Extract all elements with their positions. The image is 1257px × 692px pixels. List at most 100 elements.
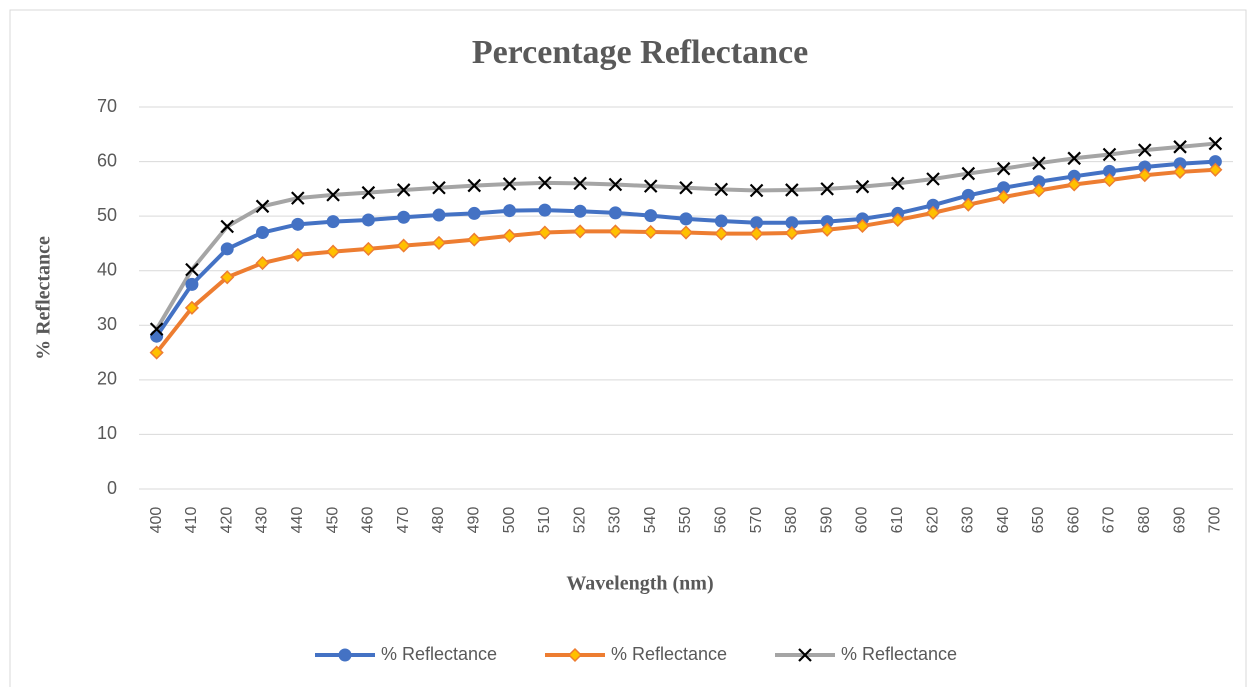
x-tick-label: 530 xyxy=(607,507,624,534)
marker xyxy=(432,180,446,195)
marker xyxy=(996,189,1011,205)
x-tick-label: 610 xyxy=(889,507,906,534)
chart-title: Percentage Reflectance xyxy=(472,34,808,71)
x-tick-label: 600 xyxy=(854,507,871,534)
x-tick-label: 550 xyxy=(677,507,694,534)
marker xyxy=(608,206,622,220)
legend-label: % Reflectance xyxy=(611,644,727,664)
marker xyxy=(467,178,482,193)
marker xyxy=(1137,168,1152,183)
marker xyxy=(749,226,764,241)
marker xyxy=(291,217,305,231)
marker xyxy=(890,212,905,228)
chart-border xyxy=(9,9,1247,691)
marker xyxy=(643,179,658,193)
marker xyxy=(185,262,199,277)
marker xyxy=(361,185,376,200)
marker xyxy=(502,228,517,243)
marker xyxy=(798,648,812,662)
x-tick-label: 670 xyxy=(1101,507,1118,534)
x-tick-label: 700 xyxy=(1207,507,1224,534)
marker xyxy=(820,222,835,237)
marker xyxy=(397,210,411,224)
marker xyxy=(220,270,235,285)
marker xyxy=(714,214,728,228)
marker xyxy=(714,182,729,197)
x-tick-label: 440 xyxy=(289,507,306,534)
marker xyxy=(567,647,583,663)
x-tick-label: 620 xyxy=(924,507,941,534)
marker xyxy=(149,322,164,336)
x-tick-label: 540 xyxy=(642,507,659,534)
marker xyxy=(679,212,693,226)
marker xyxy=(467,206,481,220)
marker xyxy=(396,183,411,197)
marker xyxy=(291,191,305,205)
legend-item: % Reflectance xyxy=(775,644,957,664)
marker xyxy=(855,218,870,234)
marker xyxy=(149,345,164,360)
marker xyxy=(573,204,587,218)
y-tick-label: 20 xyxy=(97,369,117,389)
marker xyxy=(679,180,693,195)
y-tick-label: 40 xyxy=(97,259,117,279)
marker xyxy=(326,188,340,202)
x-tick-label: 660 xyxy=(1065,507,1082,534)
marker xyxy=(431,235,447,250)
marker xyxy=(396,238,411,253)
marker xyxy=(220,242,234,256)
marker xyxy=(361,213,375,227)
marker xyxy=(573,176,587,191)
marker xyxy=(326,215,340,229)
x-tick-label: 410 xyxy=(183,507,200,534)
y-tick-label: 30 xyxy=(97,314,117,334)
marker xyxy=(996,161,1011,176)
marker xyxy=(1102,173,1117,188)
marker xyxy=(678,225,694,240)
marker xyxy=(1208,162,1223,177)
marker xyxy=(326,244,341,259)
x-tick-label: 570 xyxy=(748,507,765,534)
x-tick-label: 460 xyxy=(360,507,377,534)
y-axis-label: % Reflectance xyxy=(33,236,55,360)
x-tick-label: 500 xyxy=(501,507,518,534)
marker xyxy=(290,247,305,262)
x-tick-label: 690 xyxy=(1171,507,1188,534)
marker xyxy=(220,219,235,234)
marker xyxy=(1067,177,1082,192)
marker xyxy=(1173,140,1187,154)
marker xyxy=(961,197,976,212)
y-tick-label: 10 xyxy=(97,423,117,443)
marker xyxy=(255,199,270,214)
legend-item: % Reflectance xyxy=(315,644,497,664)
marker xyxy=(714,226,729,241)
marker xyxy=(644,209,658,223)
x-tick-label: 590 xyxy=(818,507,835,534)
x-tick-label: 450 xyxy=(324,507,341,534)
marker xyxy=(925,205,941,220)
x-tick-label: 640 xyxy=(995,507,1012,534)
marker xyxy=(855,179,870,194)
marker xyxy=(537,225,552,240)
marker xyxy=(538,176,552,190)
y-tick-label: 50 xyxy=(97,205,117,225)
y-tick-label: 70 xyxy=(97,96,117,116)
marker xyxy=(1032,156,1046,170)
x-tick-label: 480 xyxy=(430,507,447,534)
x-tick-label: 580 xyxy=(783,507,800,534)
marker xyxy=(1102,147,1117,162)
marker xyxy=(467,232,482,247)
marker xyxy=(361,241,376,256)
marker xyxy=(749,183,764,198)
marker xyxy=(784,225,799,241)
marker xyxy=(503,204,517,218)
marker xyxy=(1137,143,1152,157)
marker xyxy=(255,256,270,271)
marker xyxy=(785,183,799,197)
marker xyxy=(608,177,623,192)
x-tick-label: 650 xyxy=(1030,507,1047,534)
marker xyxy=(184,300,199,315)
x-tick-label: 520 xyxy=(571,507,588,534)
marker xyxy=(1067,151,1081,166)
